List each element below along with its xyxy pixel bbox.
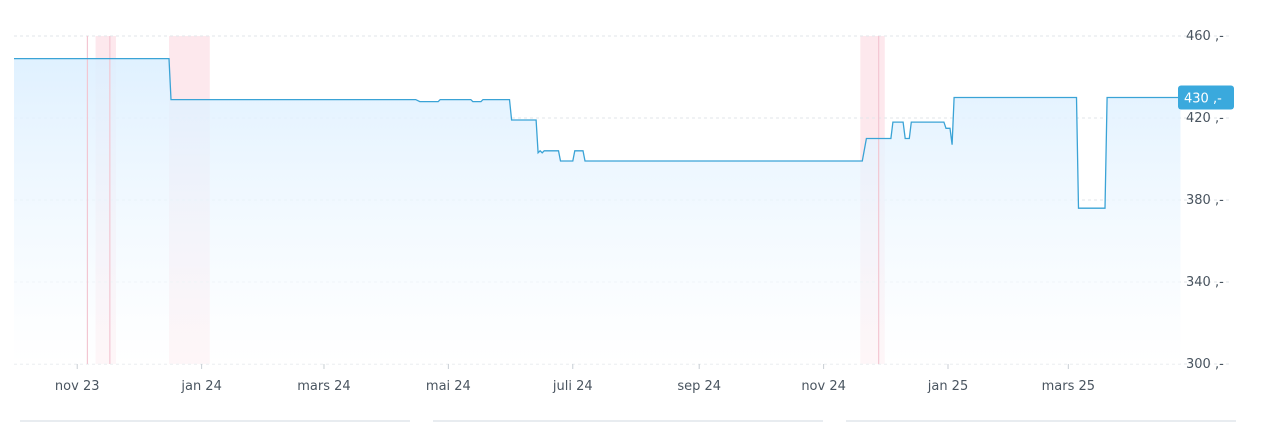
x-tick-label: mars 24 — [297, 379, 350, 394]
y-tick-label: 340 ,- — [1186, 275, 1224, 290]
x-tick-label: sep 24 — [677, 379, 721, 394]
y-tick-label: 420 ,- — [1186, 111, 1224, 126]
x-tick-label: nov 24 — [801, 379, 846, 394]
x-tick-label: nov 23 — [55, 379, 100, 394]
x-tick-label: jan 25 — [927, 379, 969, 394]
price-area — [14, 58, 1181, 364]
x-tick-label: mars 25 — [1042, 379, 1095, 394]
current-price-badge-bg — [1178, 85, 1234, 110]
current-price-label: 430 ,- — [1184, 92, 1222, 107]
price-line — [14, 57, 1181, 209]
tab-underline-1 — [20, 420, 410, 422]
current-price-badge: 430 ,- — [1178, 85, 1234, 110]
x-tick-label: juli 24 — [552, 379, 593, 394]
y-tick-label: 380 ,- — [1186, 193, 1224, 208]
y-tick-label: 300 ,- — [1186, 357, 1224, 372]
y-tick-label: 460 ,- — [1186, 29, 1224, 44]
tab-underline-3 — [846, 420, 1236, 422]
tab-underline-2 — [433, 420, 823, 422]
marker-lines — [86, 36, 880, 364]
x-tick-label: jan 24 — [180, 379, 222, 394]
x-tick-label: mai 24 — [426, 379, 471, 394]
x-axis: nov 23 jan 24 mars 24 mai 24 juli 24 sep 24 no… — [55, 364, 1095, 394]
y-axis: 460 ,- 420 ,- 380 ,- 340 ,- 300 ,- — [1186, 29, 1224, 372]
